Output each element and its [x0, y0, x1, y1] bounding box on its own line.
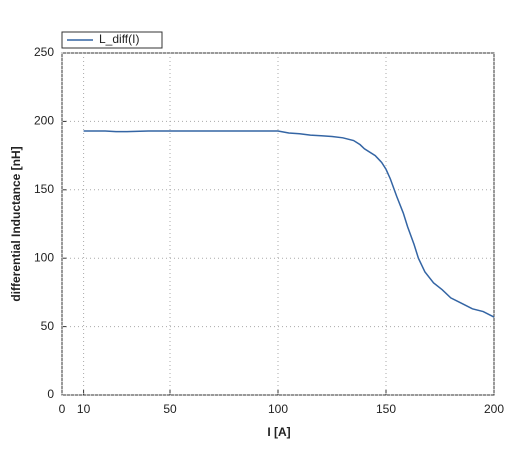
x-tick-label: 0	[59, 402, 66, 416]
y-tick-label: 150	[34, 182, 54, 196]
x-axis-label: I [A]	[267, 425, 290, 439]
y-axis-label: differential Inductance [nH]	[9, 146, 23, 301]
y-tick-label: 250	[34, 45, 54, 59]
y-tick-label: 50	[41, 319, 55, 333]
x-tick-label: 50	[163, 402, 177, 416]
plot-frame	[61, 52, 495, 396]
x-tick-label: 150	[376, 402, 396, 416]
x-tick-label: 200	[484, 402, 504, 416]
y-tick-label: 100	[34, 250, 54, 264]
x-tick-label: 10	[77, 402, 91, 416]
y-tick-label: 200	[34, 114, 54, 128]
legend-label: L_diff(I)	[99, 32, 139, 46]
y-tick-label: 0	[47, 387, 54, 401]
x-tick-label: 100	[268, 402, 288, 416]
legend-box	[61, 31, 163, 49]
data-line	[83, 130, 495, 318]
